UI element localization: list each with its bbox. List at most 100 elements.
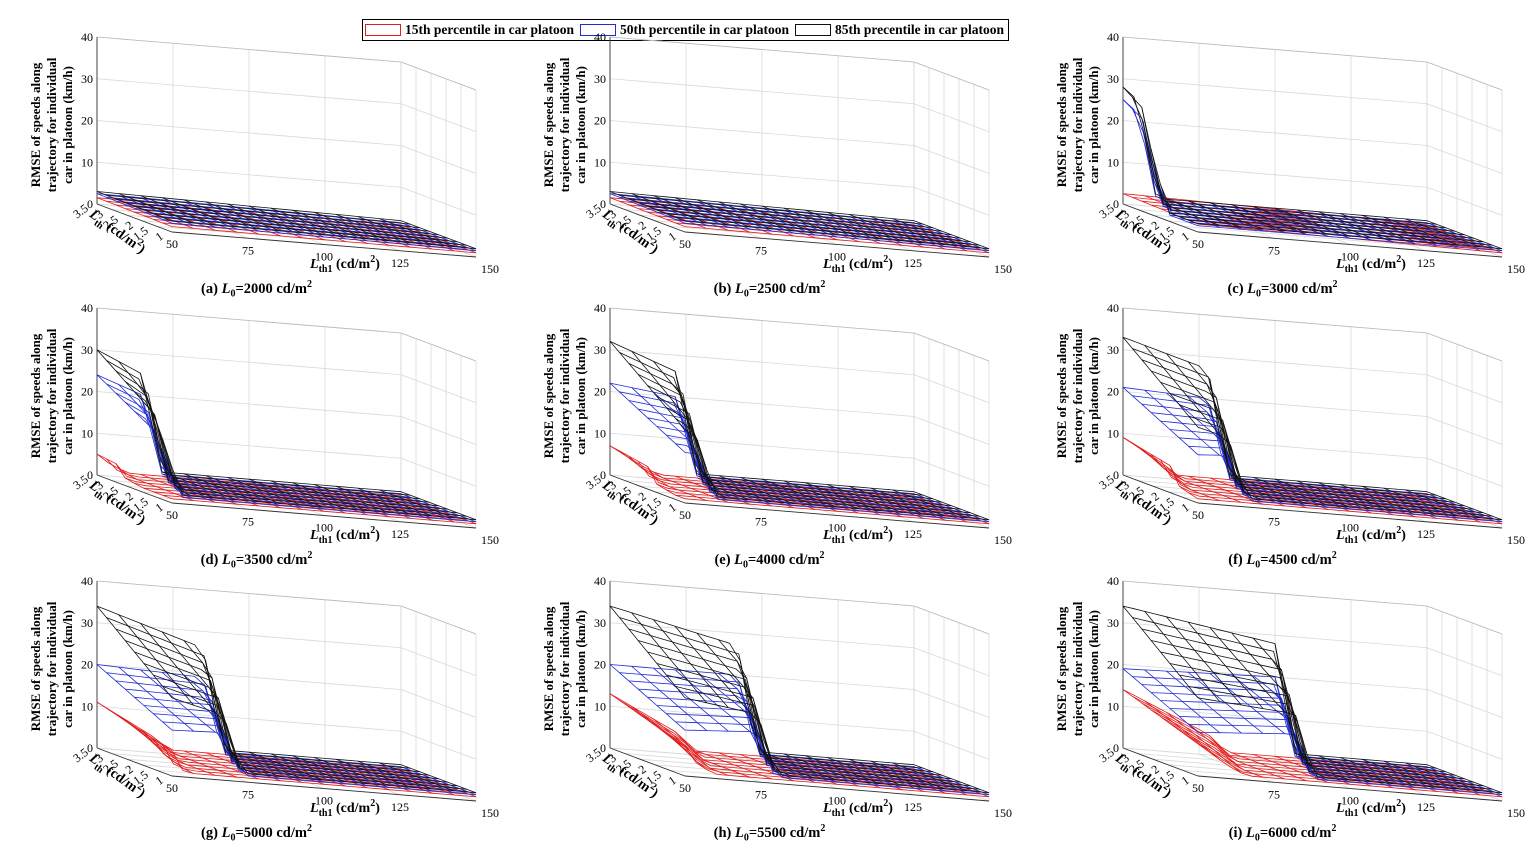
x-axis-label-close: ) [888, 257, 893, 272]
caption-var: L [222, 551, 231, 568]
z-tick-label: 10 [1107, 155, 1119, 169]
caption-sup: 2 [306, 823, 312, 834]
surface-line-x [1383, 760, 1459, 790]
grid-line-z-side [400, 186, 477, 216]
surface-line-x [1187, 723, 1264, 778]
surface-line-x [674, 396, 751, 503]
surface-line-x [292, 482, 368, 512]
caption-sup: 2 [1332, 279, 1338, 290]
surface-line-x [783, 207, 859, 238]
x-axis-label-sup: 2 [883, 254, 888, 265]
surface-line-x [870, 760, 946, 790]
surface-line-x [913, 491, 990, 521]
y-axis-line [1122, 474, 1199, 504]
x-tick-label: 125 [1417, 800, 1435, 814]
surface-line-x [1144, 144, 1220, 228]
x-axis-line [1197, 502, 1503, 529]
z-axis-label-line: trajectory for individual [44, 328, 59, 463]
y-tick-label: 1 [153, 773, 166, 788]
x-axis-label-sup: 2 [370, 254, 375, 265]
surface-line-x [227, 477, 303, 506]
surface-line-x [1274, 478, 1351, 508]
surface-line-x [609, 664, 686, 731]
surface-line-x [631, 459, 707, 501]
y-axis-line [96, 747, 173, 777]
x-axis-label-var: L [1335, 801, 1345, 816]
z-axis-label: RMSE of speeds alongtrajectory for indiv… [541, 601, 588, 736]
grid-line-z-side [913, 457, 990, 487]
caption-var: L [1247, 280, 1257, 297]
surface-line-x [653, 718, 729, 776]
x-axis-label-unit: (cd/m [332, 257, 370, 272]
surface-line-x [1253, 206, 1329, 235]
surface-line-x [1296, 480, 1372, 510]
z-tick-label: 40 [1107, 301, 1119, 315]
surface-line-x [1274, 755, 1351, 785]
surface-line-x [205, 201, 281, 232]
surface-line-x [140, 669, 216, 733]
x-axis-label: Lth1 (cd/m2) [822, 525, 893, 546]
x-tick-label: 125 [904, 256, 922, 270]
y-axis-label-unit: (cd/m [1127, 488, 1167, 523]
x-axis-line [171, 775, 477, 802]
caption-var: L [735, 824, 744, 841]
surface-line-x [609, 191, 686, 222]
surface-line-x [96, 197, 173, 227]
surface-line-x [205, 660, 281, 777]
surface-line-x [1122, 86, 1199, 225]
x-axis-label: Lth1 (cd/m2) [309, 254, 380, 275]
surface-line-y [115, 680, 420, 775]
surface-line-x [609, 693, 686, 747]
surface-line-x [400, 220, 477, 250]
x-tick-label: 100 [1341, 250, 1359, 264]
surface-line-x [118, 614, 195, 706]
x-axis-label-sup: 2 [883, 525, 888, 536]
x-axis-label-close: ) [375, 801, 380, 816]
surface-line-x [1405, 489, 1481, 519]
z-axis-label: RMSE of speeds alongtrajectory for indiv… [28, 328, 75, 463]
surface-line-x [1122, 99, 1199, 227]
surface-line-x [270, 207, 346, 238]
x-tick-label: 75 [755, 514, 767, 528]
z-tick-label: 0 [87, 197, 93, 211]
x-axis-label-close: ) [375, 528, 380, 543]
surface-line-x [609, 445, 686, 500]
y-axis-label-unit: (cd/m [614, 217, 654, 252]
surface-line-x [653, 619, 729, 708]
surface-line-x [1253, 675, 1329, 781]
surface-line-x [96, 605, 173, 699]
surface-line-x [118, 468, 194, 501]
x-axis-label-close: ) [888, 801, 893, 816]
z-tick-label: 20 [594, 658, 606, 672]
legend-label-15th: 15th percentile in car platoon [405, 22, 574, 37]
legend-label-50th: 50th percentile in car platoon [620, 22, 789, 37]
x-axis-label-unit: (cd/m [1358, 257, 1396, 272]
caption-sup: 2 [306, 279, 312, 290]
surface-line-x [696, 199, 773, 230]
x-tick-label: 100 [1341, 794, 1359, 808]
surface-line-x [631, 665, 707, 731]
x-axis-label-unit: (cd/m [332, 801, 370, 816]
surface-line-x [1166, 466, 1242, 503]
box-edge-top [1122, 36, 1428, 63]
grid-line-z-side [913, 689, 990, 718]
surface-line-x [783, 480, 859, 510]
y-axis-label-unit: (cd/m [1127, 761, 1167, 796]
grid-line-z-side [1426, 374, 1503, 404]
surface-line-x [1166, 670, 1242, 734]
y-axis-label-sup: 2 [1161, 237, 1172, 249]
x-tick-label: 100 [1341, 521, 1359, 535]
z-tick-label: 10 [81, 699, 93, 713]
legend-swatch-black [795, 24, 831, 36]
surface-line-x [892, 489, 968, 519]
surface-line-x [1361, 214, 1438, 244]
caption-prefix: (a) [201, 280, 222, 297]
grid-line-y-floor [1182, 226, 1488, 252]
z-tick-label: 0 [600, 468, 606, 482]
z-axis-label-line: trajectory for individual [44, 601, 59, 736]
surface-line-x [1122, 336, 1199, 428]
surface-line-x [1209, 735, 1286, 780]
z-axis-label-line: car in platoon (km/h) [573, 337, 588, 455]
z-tick-label: 40 [81, 30, 93, 44]
box-edge-top [609, 36, 915, 63]
